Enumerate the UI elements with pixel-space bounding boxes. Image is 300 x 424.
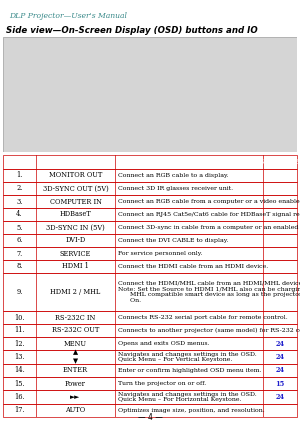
Text: 10.: 10.: [14, 313, 25, 321]
Text: SEE PAGE:: SEE PAGE:: [259, 158, 300, 166]
Text: COMPUTER IN: COMPUTER IN: [50, 198, 101, 206]
Text: HDMI 2 / MHL: HDMI 2 / MHL: [50, 288, 100, 296]
Text: 14.: 14.: [14, 366, 25, 374]
Text: Connect the DVI CABLE to display.: Connect the DVI CABLE to display.: [118, 238, 228, 243]
Text: Connects RS-232 serial port cable for remote control.: Connects RS-232 serial port cable for re…: [118, 315, 288, 320]
Text: ITEM: ITEM: [9, 158, 30, 166]
Text: 13.: 13.: [14, 353, 25, 361]
Text: Connect an RJ45 Cat5e/Cat6 cable for HDBaseT signal received.: Connect an RJ45 Cat5e/Cat6 cable for HDB…: [118, 212, 300, 217]
Text: 24: 24: [275, 340, 285, 348]
Text: 9.: 9.: [16, 288, 23, 296]
Text: 3.: 3.: [16, 198, 23, 206]
Text: 15.: 15.: [14, 379, 25, 388]
Text: Turn the projector on or off.: Turn the projector on or off.: [118, 381, 206, 386]
Text: ENTER: ENTER: [63, 366, 88, 374]
Text: 24: 24: [275, 353, 285, 361]
Text: 6.: 6.: [16, 237, 23, 245]
Text: Connect the HDMI/MHL cable from an HDMI/MHL device.
Note: Set the Source to HDMI: Connect the HDMI/MHL cable from an HDMI/…: [118, 281, 300, 303]
Text: Opens and exits OSD menus.: Opens and exits OSD menus.: [118, 341, 210, 346]
Text: DVI-D: DVI-D: [65, 237, 86, 245]
Text: Power: Power: [65, 379, 86, 388]
Text: 1.: 1.: [16, 171, 23, 179]
Text: AUTO: AUTO: [65, 407, 86, 415]
Text: HDMI 1: HDMI 1: [62, 262, 89, 271]
Text: — 4 —: — 4 —: [138, 413, 162, 422]
Text: ►►: ►►: [70, 393, 81, 401]
Text: HDBaseT: HDBaseT: [60, 210, 92, 218]
Text: Side view—On-Screen Display (OSD) buttons and IO: Side view—On-Screen Display (OSD) button…: [6, 26, 258, 35]
Text: ▲
▼: ▲ ▼: [73, 349, 78, 365]
Text: For service personnel only.: For service personnel only.: [118, 251, 202, 256]
Text: RS-232C IN: RS-232C IN: [55, 313, 96, 321]
Text: Enter or confirm highlighted OSD menu item.: Enter or confirm highlighted OSD menu it…: [118, 368, 262, 373]
Text: Optimizes image size, position, and resolution.: Optimizes image size, position, and reso…: [118, 408, 265, 413]
Text: MONITOR OUT: MONITOR OUT: [49, 171, 102, 179]
Text: 17.: 17.: [14, 407, 25, 415]
Text: Connect the HDMI cable from an HDMI device.: Connect the HDMI cable from an HDMI devi…: [118, 264, 268, 269]
Text: SERVICE: SERVICE: [60, 249, 91, 257]
Text: Connect an RGB cable from a computer or a video enabled device.: Connect an RGB cable from a computer or …: [118, 199, 300, 204]
Text: 24: 24: [275, 366, 285, 374]
Text: Connect 3D-sync in cable from a computer or an enabled device.: Connect 3D-sync in cable from a computer…: [118, 225, 300, 230]
Text: 2.: 2.: [16, 184, 23, 192]
Text: 4.: 4.: [16, 210, 23, 218]
Text: DLP Projector—User's Manual: DLP Projector—User's Manual: [9, 12, 127, 20]
Text: Connects to another projector (same model) for RS-232 control.: Connects to another projector (same mode…: [118, 328, 300, 333]
Text: DESCRIPTION: DESCRIPTION: [118, 158, 176, 166]
Text: MENU: MENU: [64, 340, 87, 348]
Text: Navigates and changes settings in the OSD.
Quick Menu – For Vertical Keystone.: Navigates and changes settings in the OS…: [118, 351, 257, 363]
Text: 7.: 7.: [16, 249, 22, 257]
Text: 11.: 11.: [14, 326, 25, 335]
Text: 3D-SYNC OUT (5V): 3D-SYNC OUT (5V): [43, 184, 108, 192]
Text: 24: 24: [275, 393, 285, 401]
Text: Connect 3D IR glasses receiver unit.: Connect 3D IR glasses receiver unit.: [118, 186, 233, 191]
Text: 3D-SYNC IN (5V): 3D-SYNC IN (5V): [46, 223, 105, 232]
Text: 16.: 16.: [14, 393, 25, 401]
Text: RS-232C OUT: RS-232C OUT: [52, 326, 99, 335]
Text: Navigates and changes settings in the OSD.
Quick Menu – For Horizontal Keystone.: Navigates and changes settings in the OS…: [118, 392, 257, 402]
Text: Connect an RGB cable to a display.: Connect an RGB cable to a display.: [118, 173, 229, 178]
Text: 12.: 12.: [14, 340, 25, 348]
Text: LABEL: LABEL: [62, 158, 89, 166]
Text: 8.: 8.: [16, 262, 23, 271]
Text: 5.: 5.: [16, 223, 23, 232]
Text: 15: 15: [275, 379, 285, 388]
